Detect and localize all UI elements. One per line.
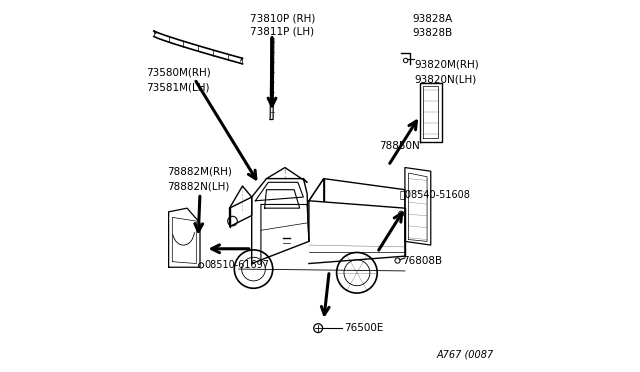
Text: Ⓝ08540-51608: Ⓝ08540-51608 bbox=[399, 189, 470, 199]
Text: 78882N(LH): 78882N(LH) bbox=[167, 182, 229, 192]
Text: 73581M(LH): 73581M(LH) bbox=[147, 82, 210, 92]
Polygon shape bbox=[168, 208, 200, 267]
Text: 93820N(LH): 93820N(LH) bbox=[414, 75, 476, 84]
Text: A767 (0087: A767 (0087 bbox=[436, 350, 493, 359]
Text: 78882M(RH): 78882M(RH) bbox=[167, 167, 232, 177]
Text: 73811P (LH): 73811P (LH) bbox=[250, 27, 314, 36]
Text: 93828B: 93828B bbox=[412, 29, 452, 38]
Text: 73810P (RH): 73810P (RH) bbox=[250, 14, 316, 24]
Text: 76500E: 76500E bbox=[344, 323, 383, 333]
Polygon shape bbox=[420, 83, 442, 142]
Text: 93828A: 93828A bbox=[412, 14, 452, 24]
Polygon shape bbox=[405, 167, 431, 245]
Polygon shape bbox=[270, 38, 274, 119]
Text: 08510-61697: 08510-61697 bbox=[204, 260, 269, 270]
Text: 76808B: 76808B bbox=[402, 256, 442, 266]
Text: 93820M(RH): 93820M(RH) bbox=[414, 60, 479, 70]
Text: 78850N: 78850N bbox=[379, 141, 420, 151]
Text: 73580M(RH): 73580M(RH) bbox=[147, 67, 211, 77]
